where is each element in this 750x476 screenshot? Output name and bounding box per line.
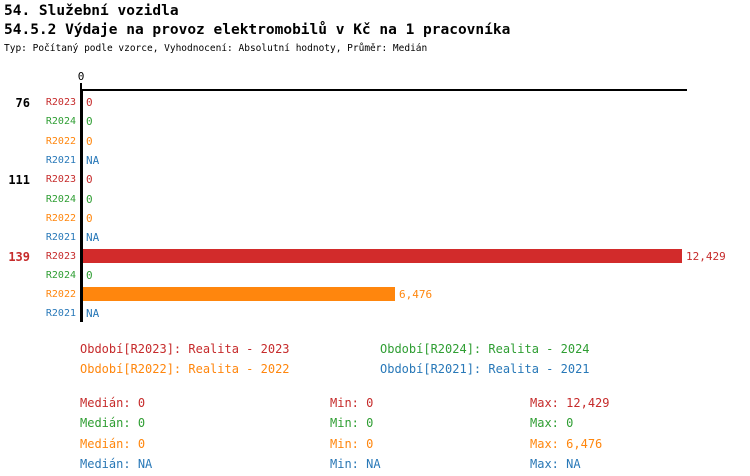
stat-max-r2021: Max: NA: [530, 457, 581, 471]
stat-value: 0: [137, 396, 146, 410]
legend-item-r2021: Období[R2021]: Realita - 2021: [380, 362, 590, 376]
chart-row: R2021 NA: [0, 230, 750, 246]
chart-row: 111 R2023 0: [0, 172, 750, 188]
stat-min-r2021: Min: NA: [330, 457, 381, 471]
group-label: 76: [15, 96, 30, 110]
stat-value: 0: [366, 437, 374, 451]
stat-label: Min:: [330, 437, 359, 451]
stat-value: NA: [566, 457, 581, 471]
series-label-r2022: R2022: [45, 213, 76, 224]
value-label: 6,476: [399, 288, 433, 301]
stat-value: 6,476: [566, 437, 603, 451]
stat-max-r2023: Max: 12,429: [530, 396, 610, 410]
stat-min-r2023: Min: 0: [330, 396, 373, 410]
chart-subtitle: Typ: Počítaný podle vzorce, Vyhodnocení:…: [4, 43, 428, 54]
stat-min-r2022: Min: 0: [330, 437, 373, 451]
value-label: 0: [86, 96, 93, 109]
legend-item-r2023: Období[R2023]: Realita - 2023: [80, 342, 290, 356]
axis-line-y: [80, 89, 83, 322]
stat-label: Min:: [330, 416, 359, 430]
group-label: 139: [8, 250, 30, 264]
value-label: 0: [86, 135, 93, 148]
axis-tick-mark: [80, 83, 82, 89]
stat-value: 0: [137, 437, 146, 451]
legend-item-r2024: Období[R2024]: Realita - 2024: [380, 342, 590, 356]
chart-row: 139 R2023 12,429: [0, 249, 750, 265]
stat-label: Max:: [530, 416, 559, 430]
stat-label: Min:: [330, 457, 359, 471]
chart-row: R2022 0: [0, 211, 750, 227]
stat-label: Medián:: [80, 437, 131, 451]
series-label-r2024: R2024: [45, 116, 76, 127]
value-label: 0: [86, 212, 93, 225]
series-label-r2024: R2024: [45, 270, 76, 281]
chart-row: R2024 0: [0, 268, 750, 284]
stat-label: Medián:: [80, 416, 131, 430]
axis-tick-label: 0: [77, 70, 85, 83]
chart-row: R2024 0: [0, 114, 750, 130]
value-label: 0: [86, 269, 93, 282]
series-label-r2022: R2022: [45, 136, 76, 147]
stat-label: Medián:: [80, 457, 131, 471]
stat-label: Medián:: [80, 396, 131, 410]
chart-row: R2024 0: [0, 192, 750, 208]
series-label-r2023: R2023: [45, 251, 76, 262]
series-label-r2021: R2021: [45, 155, 76, 166]
stat-value: 0: [366, 396, 374, 410]
group-label: 111: [8, 173, 30, 187]
value-label: NA: [86, 307, 100, 320]
value-label: 12,429: [686, 250, 726, 263]
chart-row: R2021 NA: [0, 153, 750, 169]
series-label-r2021: R2021: [45, 232, 76, 243]
chart-row: R2022 6,476: [0, 287, 750, 303]
stat-min-r2024: Min: 0: [330, 416, 373, 430]
page-title: 54. Služební vozidla: [4, 3, 179, 19]
series-label-r2023: R2023: [45, 97, 76, 108]
value-label: 0: [86, 173, 93, 186]
axis-line-x: [81, 89, 687, 91]
stat-value: 12,429: [566, 396, 610, 410]
value-label: NA: [86, 154, 100, 167]
bar-r2022: [83, 287, 395, 301]
series-label-r2022: R2022: [45, 289, 76, 300]
stat-value: 0: [137, 416, 146, 430]
stat-value: NA: [137, 457, 153, 471]
series-label-r2024: R2024: [45, 194, 76, 205]
value-label: 0: [86, 193, 93, 206]
stat-median-r2022: Medián: 0: [80, 437, 145, 451]
stat-median-r2023: Medián: 0: [80, 396, 145, 410]
stat-max-r2024: Max: 0: [530, 416, 573, 430]
stat-label: Max:: [530, 457, 559, 471]
stat-label: Max:: [530, 396, 559, 410]
stat-max-r2022: Max: 6,476: [530, 437, 602, 451]
series-label-r2021: R2021: [45, 308, 76, 319]
chart-title: 54.5.2 Výdaje na provoz elektromobilů v …: [4, 22, 511, 38]
legend-item-r2022: Období[R2022]: Realita - 2022: [80, 362, 290, 376]
stat-label: Min:: [330, 396, 359, 410]
stat-median-r2024: Medián: 0: [80, 416, 145, 430]
stat-value: 0: [366, 416, 374, 430]
value-label: NA: [86, 231, 100, 244]
bar-r2023: [83, 249, 682, 263]
stat-label: Max:: [530, 437, 559, 451]
chart-row: R2022 0: [0, 134, 750, 150]
chart-row: 76 R2023 0: [0, 95, 750, 111]
stat-median-r2021: Medián: NA: [80, 457, 152, 471]
stat-value: 0: [566, 416, 574, 430]
series-label-r2023: R2023: [45, 174, 76, 185]
chart-row: R2021 NA: [0, 306, 750, 322]
value-label: 0: [86, 115, 93, 128]
stat-value: NA: [366, 457, 381, 471]
